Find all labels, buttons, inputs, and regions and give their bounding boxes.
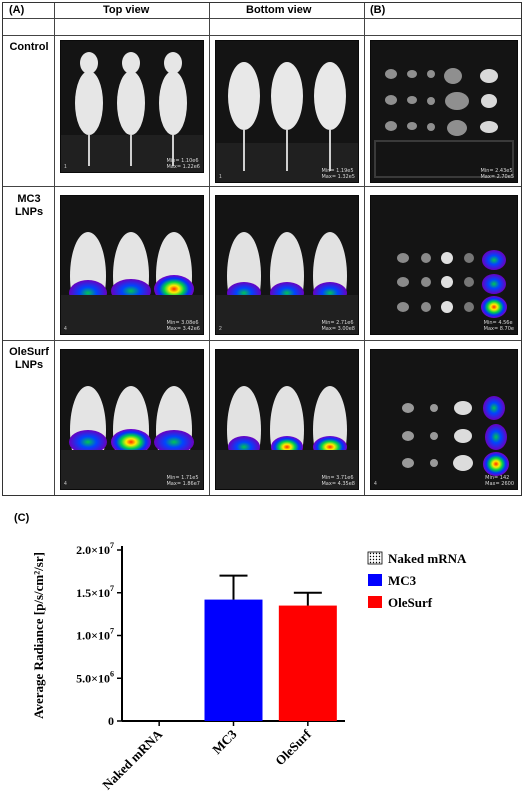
row-label-control: Control	[9, 41, 49, 53]
y-tick-label: 5.0×106	[76, 669, 114, 685]
divider	[54, 3, 55, 495]
y-tick-label: 1.5×107	[76, 584, 114, 600]
divider	[3, 35, 521, 36]
bar-olesurf	[278, 605, 337, 721]
olesurf-top-view-image: 4 Min= 1.71e5 Max= 1.86e7	[60, 349, 204, 490]
olesurf-organs-image: 4 Min= 142 Max= 2600	[370, 349, 518, 490]
x-tick-label: MC3	[209, 726, 240, 757]
legend-swatch	[368, 574, 382, 586]
column-header-top-view: Top view	[103, 4, 150, 16]
control-top-view-image: 1 Min= 1.10e6 Max= 1.22e6	[60, 40, 204, 173]
legend-label: Naked mRNA	[388, 551, 467, 566]
panel-c-label: (C)	[14, 512, 30, 524]
control-bottom-view-image: 1 Min= 1.19e5 Max= 1.32e5	[215, 40, 359, 183]
mc3-bottom-view-image: 2 Min= 2.71e6 Max= 3.00e8	[215, 195, 359, 335]
y-tick-label: 1.0×107	[76, 627, 114, 643]
legend-swatch	[367, 551, 383, 565]
x-tick-label: Naked mRNA	[99, 726, 165, 792]
divider	[3, 186, 521, 187]
bar-mc3	[204, 599, 263, 721]
y-tick-label: 2.0×107	[76, 541, 114, 557]
y-axis-label: Average Radiance [p/s/cm²/sr]	[31, 552, 46, 719]
column-header-bottom-view: Bottom view	[246, 4, 312, 16]
row-label-olesurf: OleSurf LNPs	[9, 346, 49, 371]
mouse-silhouettes	[75, 52, 187, 166]
divider	[209, 3, 210, 495]
divider	[364, 3, 365, 495]
mc3-top-view-image: 4 Min= 3.08e6 Max= 3.42e6	[60, 195, 204, 335]
divider	[3, 340, 521, 341]
legend-label: MC3	[388, 573, 417, 588]
x-tick-label: OleSurf	[272, 726, 314, 768]
radiance-bar-chart: 0 5.0×106 1.0×107 1.5×107 2.0×107 Average Rad…	[31, 541, 467, 793]
row-label-mc3: MC3 LNPs	[14, 193, 44, 218]
legend-swatch	[368, 596, 382, 608]
divider	[3, 18, 521, 19]
mc3-organs-image: Min= 4.56e Max= 8.70e	[370, 195, 518, 335]
y-tick-label: 0	[108, 714, 114, 728]
olesurf-bottom-view-image: Min= 3.71e6 Max= 4.35e8	[215, 349, 359, 490]
panel-a-label: (A)	[9, 4, 25, 16]
scale-minmax: Min= 1.10e6 Max= 1.22e6	[166, 158, 200, 170]
legend-label: OleSurf	[388, 595, 433, 610]
imaging-figure-grid: (A) Top view Bottom view (B) Control MC3…	[2, 2, 522, 496]
control-organs-image: Min= 2.43e5 Max= 2.70e5	[370, 40, 518, 183]
panel-b-label: (B)	[370, 4, 386, 16]
